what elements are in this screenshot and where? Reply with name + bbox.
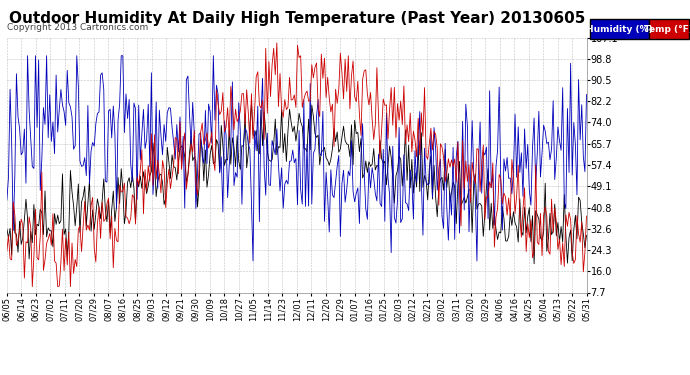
- Text: Humidity (%): Humidity (%): [586, 25, 653, 34]
- Text: Outdoor Humidity At Daily High Temperature (Past Year) 20130605: Outdoor Humidity At Daily High Temperatu…: [8, 11, 585, 26]
- Text: Copyright 2013 Cartronics.com: Copyright 2013 Cartronics.com: [7, 23, 148, 32]
- Text: Temp (°F): Temp (°F): [644, 25, 690, 34]
